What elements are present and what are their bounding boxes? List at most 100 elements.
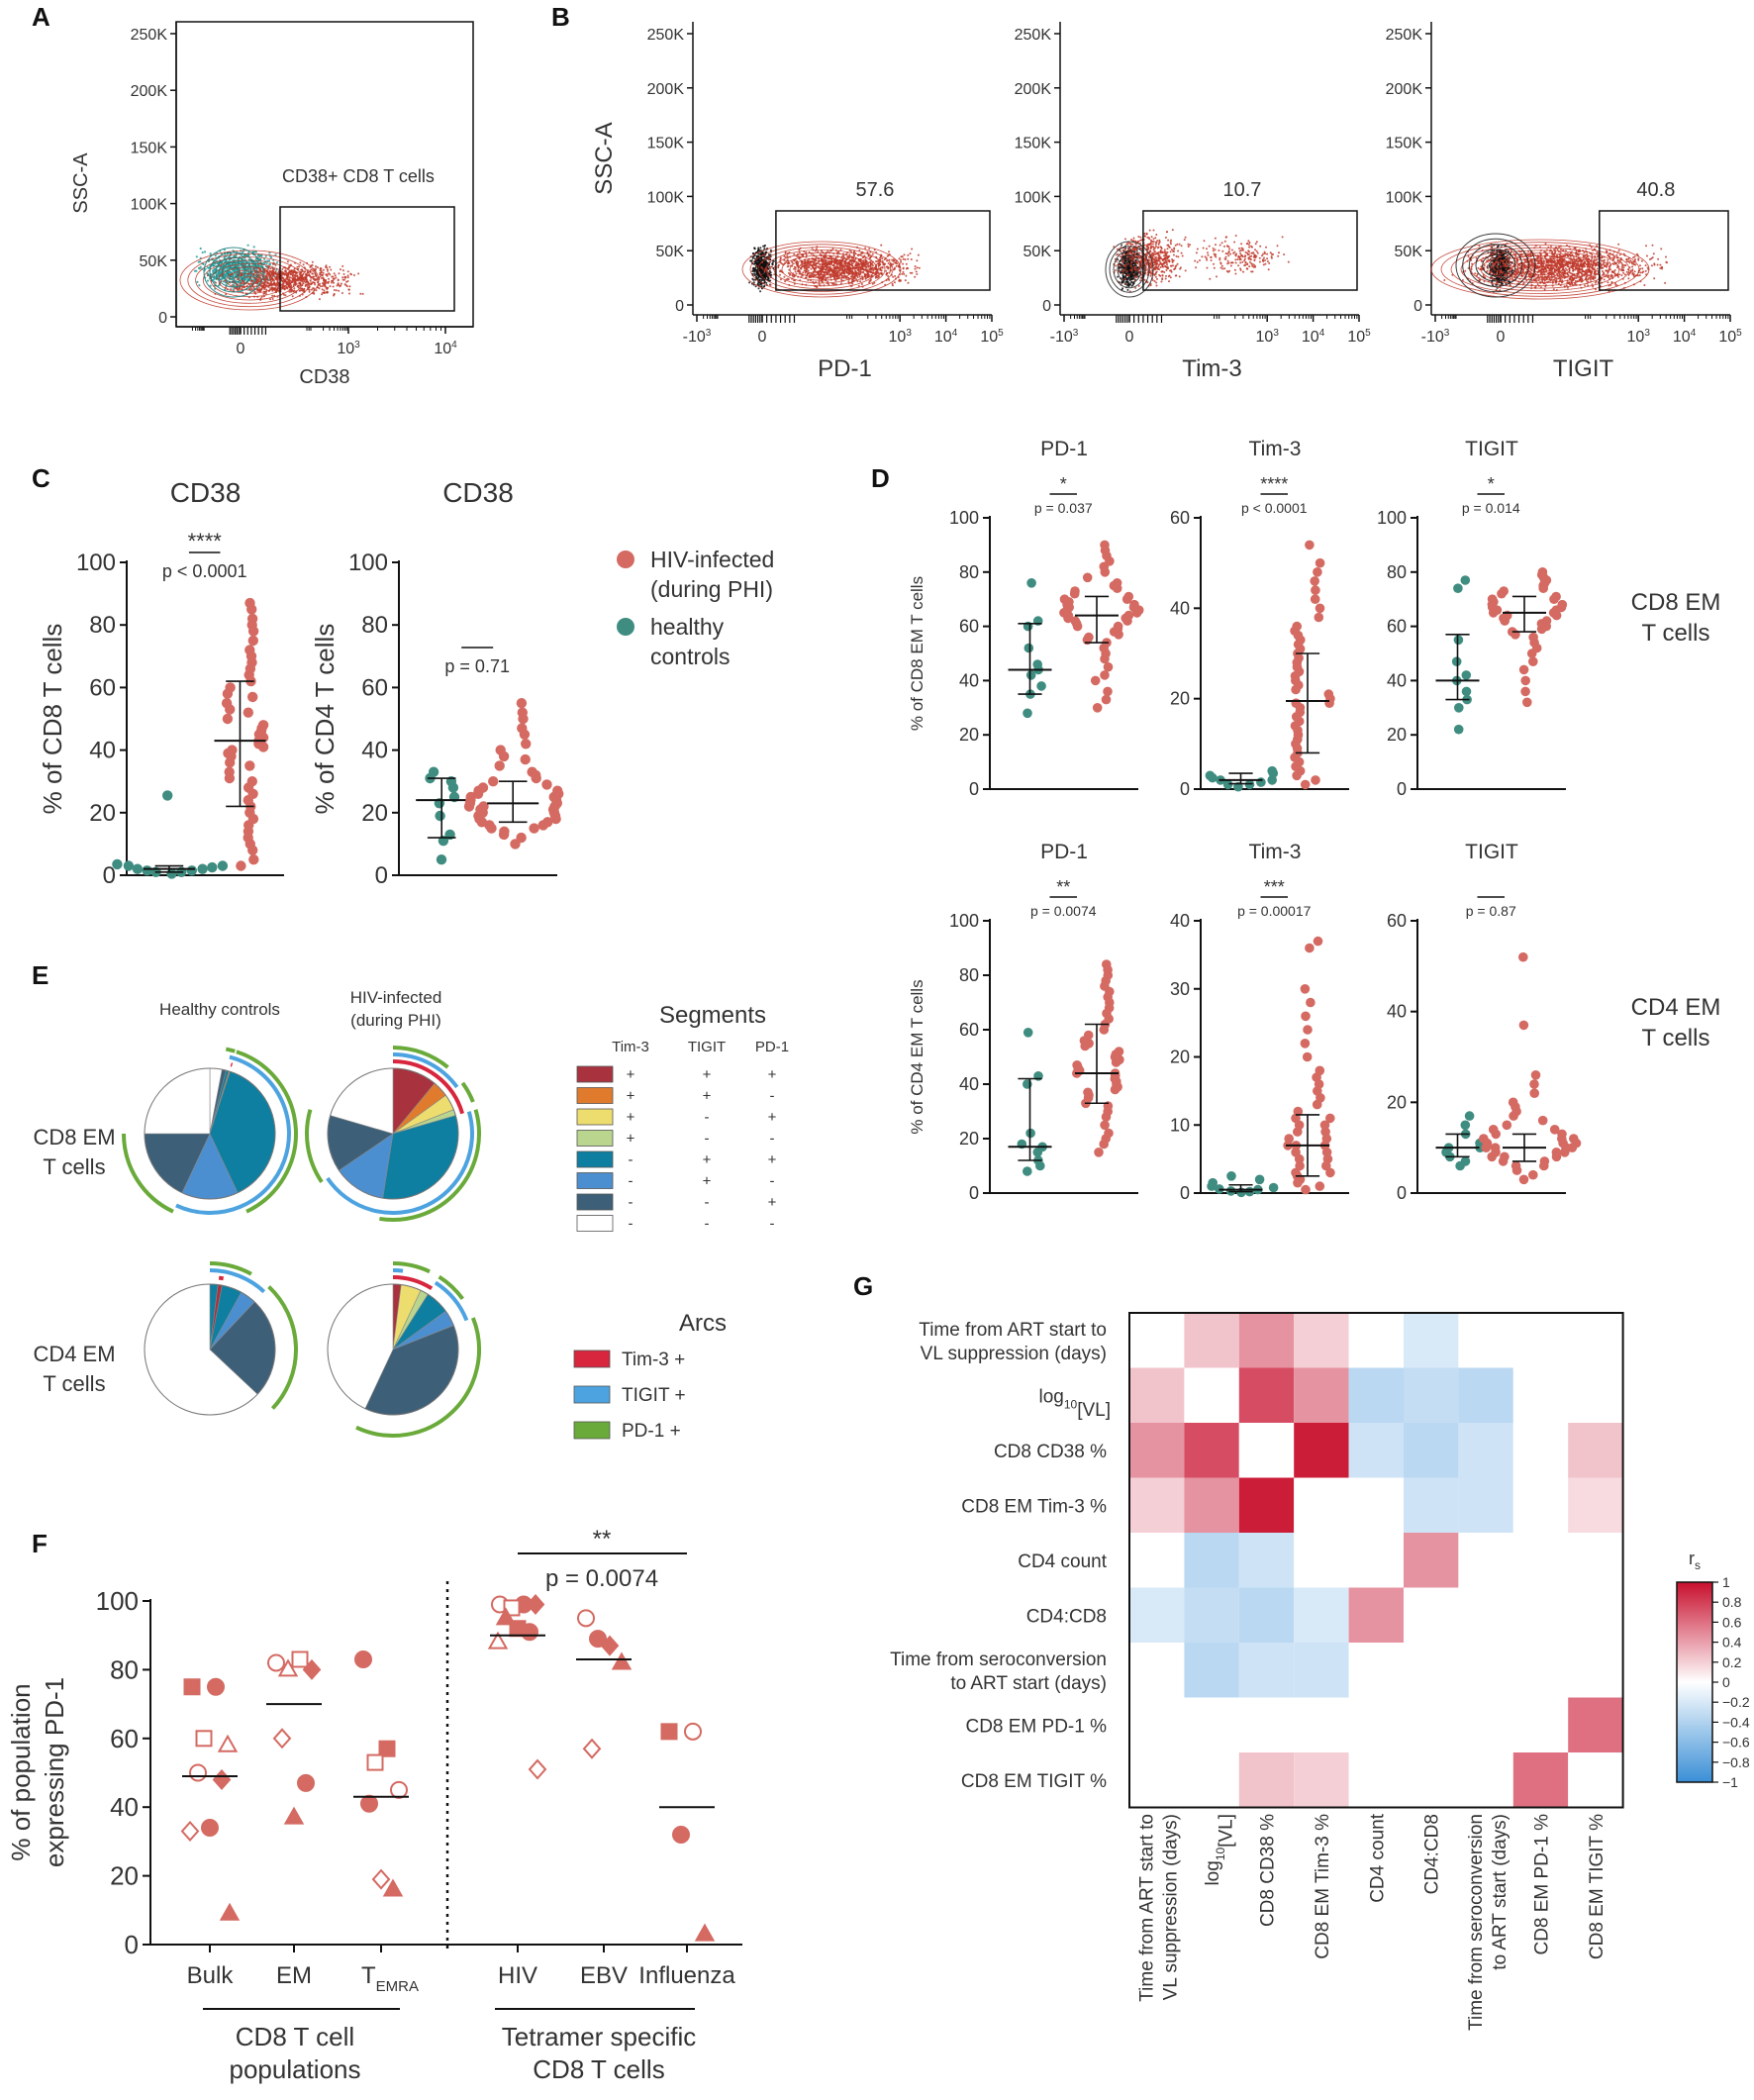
event-dot [1264,262,1267,265]
event-dot [1157,251,1160,254]
event-dot [290,284,293,287]
event-dot [1252,263,1255,266]
event-dot [323,289,326,292]
event-dot [1120,250,1122,252]
event-dot [1178,275,1181,278]
event-dot [338,272,341,275]
event-dot [863,264,866,267]
event-dot [1165,254,1168,257]
event-dot [1165,269,1168,271]
y-tick-label: 200K [647,81,685,98]
event-dot [1132,258,1135,260]
x-tick-label: 0 [1497,329,1506,346]
event-dot [751,277,754,280]
event-dot [784,251,787,254]
event-dot [877,264,880,267]
event-dot [1238,250,1241,252]
event-dot [361,292,364,295]
event-dot [305,275,308,278]
event-dot [1252,251,1255,254]
event-dot [335,289,338,292]
event-dot [1164,237,1167,239]
event-dot [303,280,306,283]
event-dot [281,283,284,286]
event-dot [288,282,291,285]
event-dot [1253,258,1256,261]
event-dot [284,280,287,283]
event-dot [246,244,249,247]
y-axis-label: SSC-A [70,152,92,214]
event-dot [272,272,274,275]
event-dot [1215,244,1217,247]
event-dot [283,287,286,290]
x-tick-label: 103 [1627,328,1651,346]
event-dot [329,265,331,268]
event-dot [1234,253,1237,256]
event-dot [901,272,904,275]
event-dot [246,277,249,280]
event-dot [265,276,268,279]
event-dot [818,280,821,283]
event-dot [1155,264,1158,266]
event-dot [1136,246,1139,249]
event-dot [1163,261,1166,264]
event-dot [326,268,329,271]
event-dot [338,289,341,292]
event-dot [313,281,316,284]
event-dot [1145,253,1148,256]
event-dot [1154,265,1157,268]
event-dot [858,275,861,278]
event-dot [209,252,212,255]
event-dot [904,258,907,261]
event-dot [315,267,318,270]
x-tick-label: 103 [1256,328,1280,346]
event-dot [1134,249,1136,251]
event-dot [199,247,202,250]
event-dot [793,267,796,270]
event-dot [1122,264,1125,267]
event-dot [868,248,871,250]
event-dot [1206,258,1209,261]
event-dot [333,272,336,275]
event-dot [1156,247,1159,250]
event-dot [757,287,760,290]
event-dot [892,260,895,262]
event-dot [1248,246,1251,249]
event-dot [1224,236,1227,239]
event-dot [1207,253,1210,256]
event-dot [1156,240,1159,243]
event-dot [264,265,268,268]
event-dot [328,277,330,280]
event-dot [1223,267,1226,270]
event-dot [332,279,334,282]
event-dot [1247,256,1250,259]
event-dot [755,273,758,276]
event-dot [1154,275,1157,278]
event-dot [1263,250,1266,253]
event-dot [224,259,227,262]
event-dot [1224,252,1227,255]
event-dot [338,284,341,286]
event-dot [1223,240,1226,243]
event-dot [1239,258,1242,260]
event-dot [341,269,344,272]
event-dot [296,276,299,279]
event-dot [827,261,829,264]
event-dot [1216,275,1218,278]
event-dot [1262,263,1265,266]
event-dot [1147,243,1150,246]
event-dot [757,258,760,261]
gate-percent: 10.7 [1222,179,1261,201]
event-dot [1155,256,1158,258]
event-dot [330,268,333,271]
event-dot [1219,266,1222,269]
event-dot [1180,251,1183,254]
event-dot [221,277,224,280]
event-dot [264,274,267,277]
event-dot [251,250,254,253]
event-dot [1239,252,1242,254]
event-dot [1196,260,1199,263]
event-dot [813,261,816,264]
event-dot [887,266,890,268]
event-dot [1124,238,1126,241]
